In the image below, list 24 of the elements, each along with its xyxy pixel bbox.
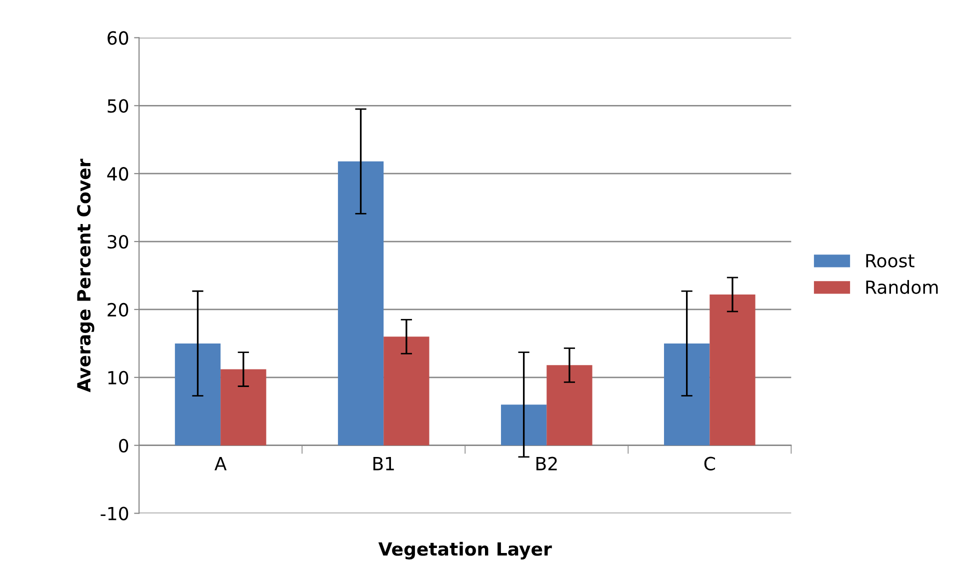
y-tick-label: -10 [100,506,128,520]
bar [710,294,756,446]
legend-label: Random [866,280,938,294]
x-tick-label: A [214,457,227,470]
bar [546,365,592,446]
y-tick-label: 30 [108,234,128,249]
x-tick-label: B1 [373,457,394,470]
x-axis-title: Vegetation Layer [378,542,552,560]
y-tick-label: 10 [108,370,128,385]
bar [174,343,221,446]
legend-label: Roost [866,254,914,268]
x-tick-label: C [704,456,715,470]
y-axis-title: Average Percent Cover [76,158,94,392]
y-tick-label: 60 [108,31,128,45]
y-tick-label: 40 [107,167,128,181]
bar [500,404,547,446]
x-tick-label: B2 [536,456,557,470]
bar [338,161,384,446]
y-tick-label: 50 [108,99,128,113]
bar [664,343,710,446]
y-tick-label: 0 [119,438,128,452]
y-tick-label: 20 [108,302,128,317]
bar [220,369,266,446]
bar [384,336,430,446]
